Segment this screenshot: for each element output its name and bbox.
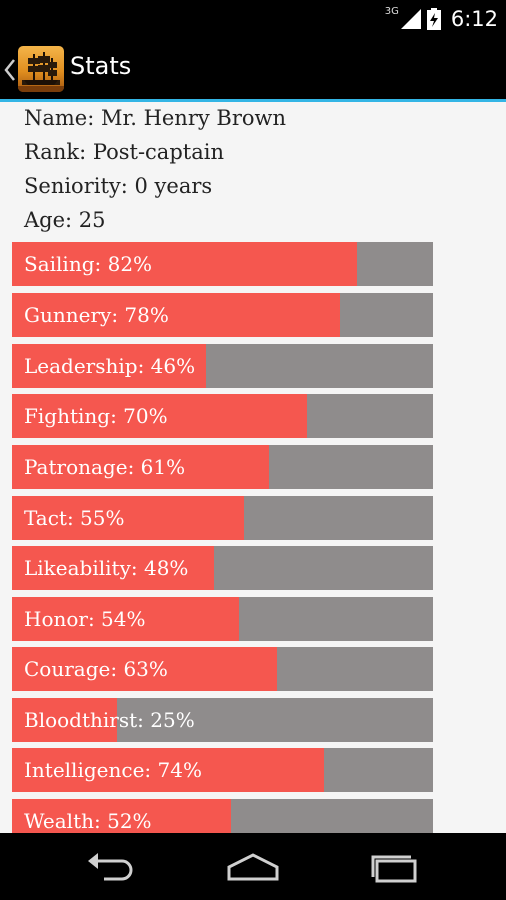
stat-bar-intelligence: Intelligence: 74% (12, 748, 433, 792)
stat-bar-fighting: Fighting: 70% (12, 394, 433, 438)
stat-label: Bloodthirst: 25% (24, 708, 195, 732)
stat-bar-leadership: Leadership: 46% (12, 344, 433, 388)
stat-label: Tact: 55% (24, 506, 125, 530)
stat-label: Sailing: 82% (24, 252, 153, 276)
stat-fill (12, 698, 118, 742)
captain-age: Age: 25 (24, 208, 106, 232)
stat-label: Fighting: 70% (24, 404, 168, 428)
action-bar: Stats (0, 37, 506, 101)
stat-fill (12, 344, 206, 388)
up-caret-icon[interactable] (3, 57, 17, 83)
stat-fill (12, 496, 244, 540)
back-icon[interactable] (82, 849, 142, 885)
stats-content[interactable]: Name: Mr. Henry Brown Rank: Post-captain… (0, 102, 506, 833)
stat-bar-likeability: Likeability: 48% (12, 546, 433, 590)
stat-fill (12, 242, 358, 286)
stat-fill (12, 445, 269, 489)
stat-label: Likeability: 48% (24, 556, 189, 580)
navigation-bar (0, 833, 506, 900)
stat-fill (12, 293, 341, 337)
ship-logo-icon[interactable] (18, 46, 64, 92)
stat-label: Gunnery: 78% (24, 303, 169, 327)
stat-label: Honor: 54% (24, 607, 146, 631)
stat-label: Intelligence: 74% (24, 758, 202, 782)
page-title: Stats (70, 52, 132, 80)
stat-bar-courage: Courage: 63% (12, 647, 433, 691)
stat-bar-patronage: Patronage: 61% (12, 445, 433, 489)
network-type: 3G (384, 6, 399, 17)
battery-icon (426, 7, 441, 30)
captain-seniority: Seniority: 0 years (24, 174, 213, 198)
stat-label: Wealth: 52% (24, 809, 152, 833)
stat-bar-honor: Honor: 54% (12, 597, 433, 641)
stat-fill (12, 597, 240, 641)
captain-name: Name: Mr. Henry Brown (24, 106, 287, 130)
clock: 6:12 (450, 6, 498, 31)
stat-bar-wealth: Wealth: 52% (12, 799, 433, 833)
recent-apps-icon[interactable] (365, 849, 425, 885)
action-bar-divider (0, 99, 506, 102)
stat-bar-tact: Tact: 55% (12, 496, 433, 540)
status-bar: 3G 6:12 (0, 0, 506, 37)
stat-label: Courage: 63% (24, 657, 168, 681)
stat-fill (12, 799, 231, 833)
stat-label: Leadership: 46% (24, 354, 196, 378)
status-icons: 3G 6:12 (385, 0, 498, 37)
signal-icon (400, 8, 421, 29)
stat-fill (12, 647, 278, 691)
stat-fill (12, 748, 324, 792)
stat-bar-gunnery: Gunnery: 78% (12, 293, 433, 337)
stat-bar-bloodthirst: Bloodthirst: 25% (12, 698, 433, 742)
stat-fill (12, 394, 307, 438)
stat-fill (12, 546, 215, 590)
home-icon[interactable] (223, 849, 283, 885)
stat-label: Patronage: 61% (24, 455, 186, 479)
captain-rank: Rank: Post-captain (24, 140, 224, 164)
stat-bar-sailing: Sailing: 82% (12, 242, 433, 286)
